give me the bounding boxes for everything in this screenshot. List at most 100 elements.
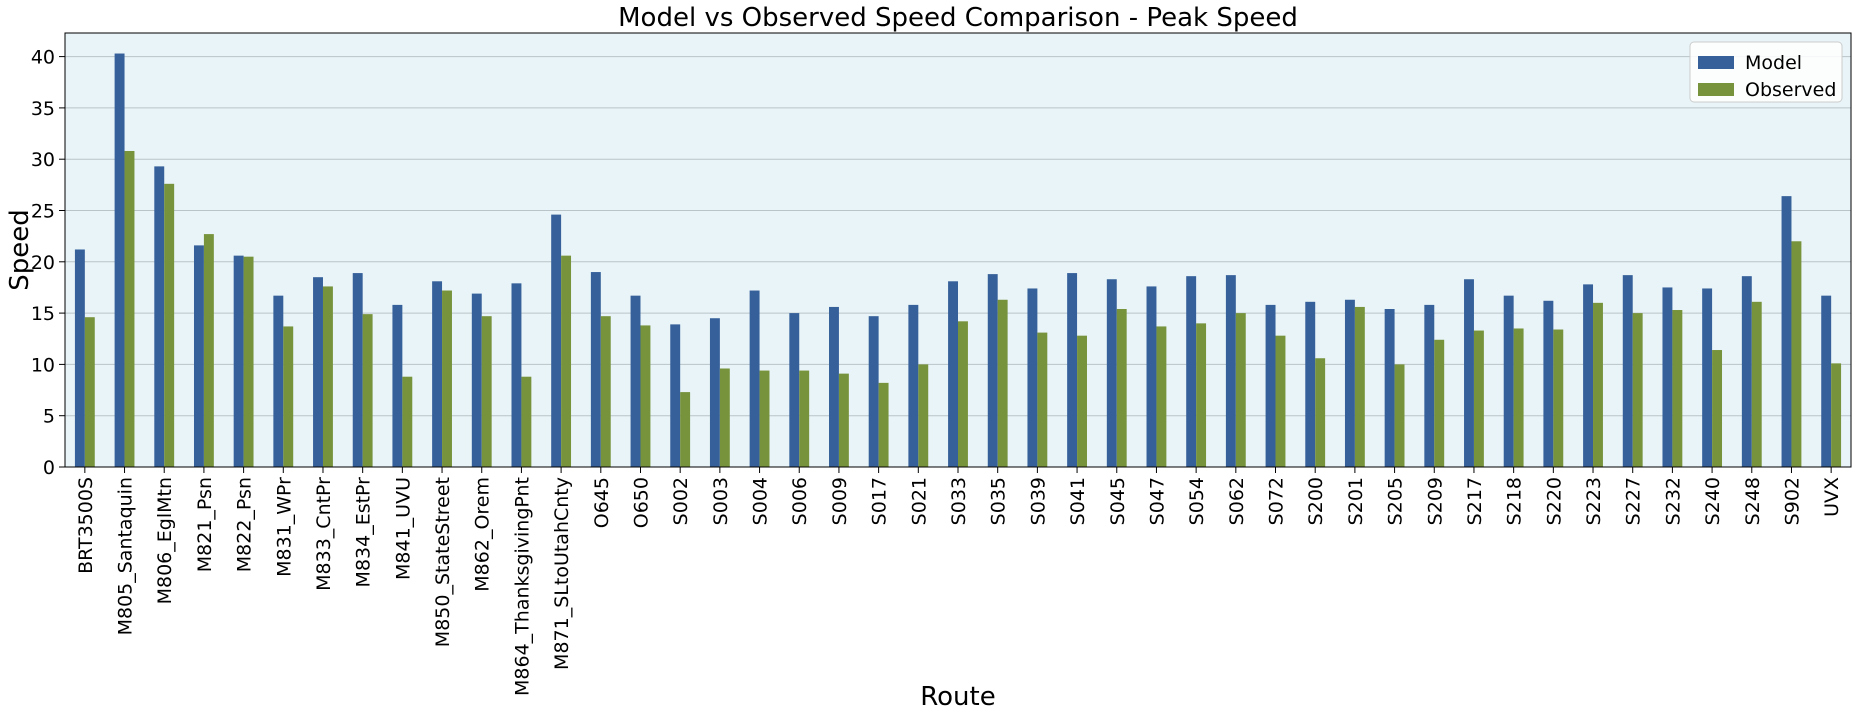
bar-observed — [1513, 328, 1524, 467]
bar-observed — [1791, 241, 1802, 467]
x-tick-label: O645 — [591, 477, 613, 528]
bar-model — [1305, 301, 1316, 467]
x-tick-label: S223 — [1583, 477, 1605, 525]
bar-model — [789, 313, 800, 467]
bar-observed — [402, 376, 413, 467]
bar-observed — [322, 286, 333, 467]
bar-model — [1583, 284, 1594, 467]
y-axis-label: Speed — [5, 209, 35, 291]
bar-model — [1186, 276, 1197, 467]
x-tick-label: S006 — [789, 477, 811, 525]
x-ticks: BRT3500S M805_Santaquin M806_EglMtn M821_Ps… — [75, 467, 1843, 696]
y-tick-label: 10 — [31, 354, 55, 376]
bar-model — [193, 245, 204, 467]
bar-model — [908, 304, 919, 467]
x-tick-label: M806_EglMtn — [154, 477, 176, 604]
bar-observed — [878, 382, 889, 467]
bar-model — [1067, 273, 1078, 467]
bar-model — [1503, 295, 1514, 467]
bar-observed — [799, 370, 810, 467]
x-tick-label: S017 — [869, 477, 891, 525]
bar-observed — [640, 325, 651, 467]
bar-observed — [1751, 301, 1762, 467]
bar-model — [313, 277, 323, 467]
x-tick-label: O650 — [630, 477, 652, 528]
y-tick-label: 35 — [31, 98, 55, 120]
x-tick-label: S072 — [1266, 477, 1288, 525]
bar-observed — [1434, 339, 1445, 467]
bar-model — [1344, 299, 1355, 467]
y-tick-label: 5 — [43, 406, 55, 428]
x-tick-label: S035 — [988, 477, 1010, 525]
bar-model — [670, 324, 681, 467]
bar-model — [392, 304, 403, 467]
bar-model — [1662, 287, 1673, 467]
x-tick-label: S039 — [1027, 477, 1049, 525]
bar-model — [1622, 275, 1633, 467]
y-ticks: 0 5 10 15 20 25 30 35 40 — [31, 47, 65, 479]
bar-model — [74, 249, 85, 467]
bar-model — [551, 214, 562, 467]
bar-observed — [838, 373, 849, 467]
legend-label-observed: Observed — [1745, 79, 1836, 101]
bar-model — [987, 274, 998, 467]
bar-model — [1741, 276, 1752, 467]
y-tick-label: 40 — [31, 47, 55, 69]
x-tick-label: S217 — [1464, 477, 1486, 525]
bar-observed — [1354, 306, 1365, 467]
x-tick-label: BRT3500S — [75, 477, 97, 574]
bar-model — [590, 272, 601, 467]
x-tick-label: M805_Santaquin — [115, 477, 137, 635]
bar-model — [432, 281, 443, 467]
bar-observed — [958, 321, 968, 467]
x-tick-label: S200 — [1305, 477, 1327, 525]
x-tick-label: S227 — [1623, 477, 1645, 525]
bar-observed — [759, 370, 770, 467]
x-tick-label: M834_EstPr — [353, 477, 375, 588]
bar-observed — [243, 256, 254, 467]
bar-observed — [124, 150, 135, 467]
y-tick-label: 30 — [31, 149, 55, 171]
x-tick-label: S218 — [1504, 477, 1526, 525]
legend: Model Observed — [1689, 41, 1843, 103]
bar-observed — [521, 376, 532, 467]
x-tick-label: S047 — [1146, 477, 1168, 525]
bar-model — [1821, 295, 1832, 467]
y-tick-label: 0 — [43, 457, 55, 479]
bar-model — [1265, 304, 1276, 467]
bar-observed — [1116, 308, 1127, 467]
bar-observed — [1553, 329, 1564, 467]
bar-observed — [481, 316, 492, 467]
x-tick-label: S021 — [908, 477, 930, 525]
legend-label-model: Model — [1745, 52, 1802, 74]
bar-model — [1384, 308, 1395, 467]
y-tick-label: 25 — [31, 200, 55, 222]
bar-model — [1543, 300, 1554, 467]
bar-observed — [1156, 326, 1167, 467]
bar-observed — [1672, 310, 1683, 467]
x-tick-label: S201 — [1345, 477, 1367, 525]
x-tick-label: M831_WPr — [273, 477, 295, 577]
bar-model — [1106, 279, 1117, 467]
bar-observed — [680, 392, 691, 467]
bar-model — [154, 166, 165, 467]
x-tick-label: S003 — [710, 477, 732, 525]
bar-model — [1146, 286, 1157, 467]
bar-observed — [1473, 330, 1484, 467]
x-tick-label: M871_SLtoUtahCnty — [551, 477, 573, 670]
bar-observed — [1235, 313, 1246, 467]
bar-observed — [203, 234, 214, 467]
x-tick-label: S232 — [1662, 477, 1684, 525]
y-tick-label: 15 — [31, 303, 55, 325]
x-tick-label: M821_Psn — [194, 477, 216, 572]
x-tick-label: S209 — [1424, 477, 1446, 525]
y-tick-label: 20 — [31, 252, 55, 274]
bar-observed — [164, 183, 175, 467]
bar-model — [233, 255, 244, 467]
x-tick-label: S009 — [829, 477, 851, 525]
x-tick-label: S004 — [750, 477, 772, 525]
x-tick-label: M862_Orem — [472, 477, 494, 592]
x-tick-label: M850_StateStreet — [432, 477, 454, 647]
bar-model — [1027, 288, 1038, 467]
legend-swatch-model — [1698, 56, 1734, 69]
